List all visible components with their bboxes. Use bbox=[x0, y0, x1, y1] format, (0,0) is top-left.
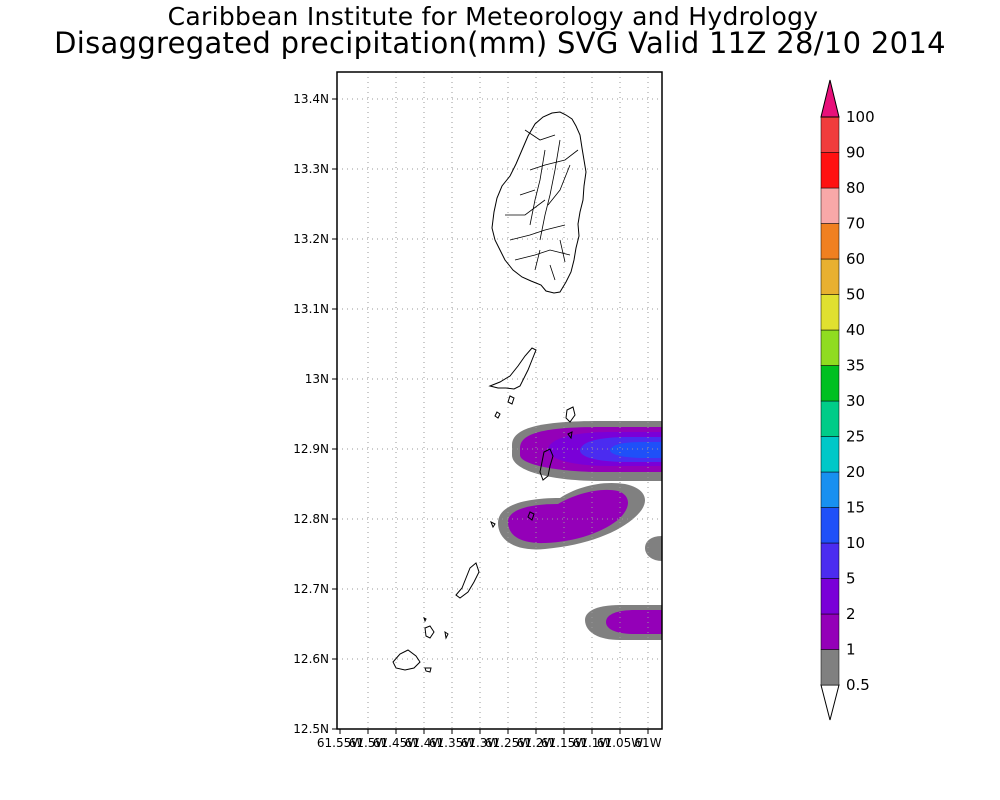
colorbar-cell bbox=[820, 400, 840, 437]
colorbar-cell bbox=[820, 542, 840, 579]
lat-label: 13N bbox=[305, 372, 329, 386]
lat-label: 13.3N bbox=[293, 162, 329, 176]
colorbar-label: 0.5 bbox=[846, 676, 870, 694]
island-bequia bbox=[488, 347, 537, 390]
colorbar-label: 10 bbox=[846, 534, 865, 552]
lon-label: 61.3W bbox=[461, 736, 500, 750]
colorbar-low-arrow bbox=[820, 684, 840, 721]
colorbar-cell bbox=[820, 471, 840, 508]
lon-labels: 61.55W 61.5W 61.45W 61.4W 61.35W 61.3W 6… bbox=[317, 736, 662, 750]
colorbar-label: 70 bbox=[846, 215, 865, 233]
island-carriacou bbox=[392, 649, 421, 671]
colorbar-cell bbox=[820, 152, 840, 189]
colorbar-label: 25 bbox=[846, 428, 865, 446]
lon-label: 61W bbox=[634, 736, 661, 750]
colorbar-label: 60 bbox=[846, 250, 865, 268]
island-union bbox=[455, 562, 480, 599]
colorbar-high-arrow bbox=[820, 79, 840, 118]
lat-label: 13.2N bbox=[293, 232, 329, 246]
colorbar-label: 80 bbox=[846, 179, 865, 197]
lat-label: 13.4N bbox=[293, 92, 329, 106]
lon-label: 61.55W bbox=[317, 736, 363, 750]
colorbar-label: 50 bbox=[846, 286, 865, 304]
colorbar-label: 15 bbox=[846, 499, 865, 517]
lat-label: 12.9N bbox=[293, 442, 329, 456]
colorbar-cell bbox=[820, 436, 840, 473]
colorbar-cell bbox=[820, 223, 840, 260]
island-mustique bbox=[565, 406, 576, 423]
coastlines bbox=[392, 111, 587, 673]
lat-label: 12.7N bbox=[293, 582, 329, 596]
colorbar-label: 90 bbox=[846, 144, 865, 162]
colorbar-cell bbox=[820, 258, 840, 295]
lon-label: 61.15W bbox=[541, 736, 587, 750]
lon-label: 61.2W bbox=[517, 736, 556, 750]
lon-label: 61.4W bbox=[405, 736, 444, 750]
lon-label: 61.25W bbox=[485, 736, 531, 750]
colorbar-cell bbox=[820, 187, 840, 224]
lon-label: 61.35W bbox=[429, 736, 475, 750]
map-grid bbox=[337, 72, 662, 729]
product-title: Disaggregated precipitation(mm) SVG Vali… bbox=[54, 26, 946, 60]
colorbar-label: 1 bbox=[846, 641, 856, 659]
colorbar-cell bbox=[820, 649, 840, 686]
colorbar-cell bbox=[820, 578, 840, 615]
lat-labels: 12.5N 12.6N 12.7N 12.8N 12.9N 13N 13.1N … bbox=[293, 92, 329, 736]
lon-label: 61.45W bbox=[373, 736, 419, 750]
island-canouan bbox=[539, 448, 554, 481]
map-frame bbox=[336, 71, 663, 730]
institute-title: Caribbean Institute for Meteorology and … bbox=[167, 2, 819, 31]
colorbar-cell bbox=[820, 294, 840, 331]
colorbar-cell bbox=[820, 613, 840, 650]
colorbar-cell bbox=[820, 365, 840, 402]
colorbar-label: 2 bbox=[846, 605, 856, 623]
colorbar-cell bbox=[820, 116, 840, 153]
lat-label: 12.6N bbox=[293, 652, 329, 666]
precip-blob-east bbox=[645, 536, 662, 561]
precip-band-south bbox=[585, 605, 662, 640]
colorbar-label: 30 bbox=[846, 392, 865, 410]
colorbar-cell bbox=[820, 507, 840, 544]
lon-label: 61.05W bbox=[597, 736, 643, 750]
colorbar-label: 20 bbox=[846, 463, 865, 481]
colorbar-label: 100 bbox=[846, 108, 875, 126]
precip-band-middle bbox=[498, 482, 645, 550]
lat-label: 12.5N bbox=[293, 722, 329, 736]
lat-label: 12.8N bbox=[293, 512, 329, 526]
colorbar-label: 35 bbox=[846, 357, 865, 375]
island-st-vincent bbox=[491, 111, 587, 294]
colorbar-label: 40 bbox=[846, 321, 865, 339]
lon-label: 61.5W bbox=[349, 736, 388, 750]
axis-ticks bbox=[332, 98, 649, 734]
colorbar-label: 5 bbox=[846, 570, 856, 588]
lon-label: 61.1W bbox=[573, 736, 612, 750]
colorbar-cell bbox=[820, 329, 840, 366]
lat-label: 13.1N bbox=[293, 302, 329, 316]
